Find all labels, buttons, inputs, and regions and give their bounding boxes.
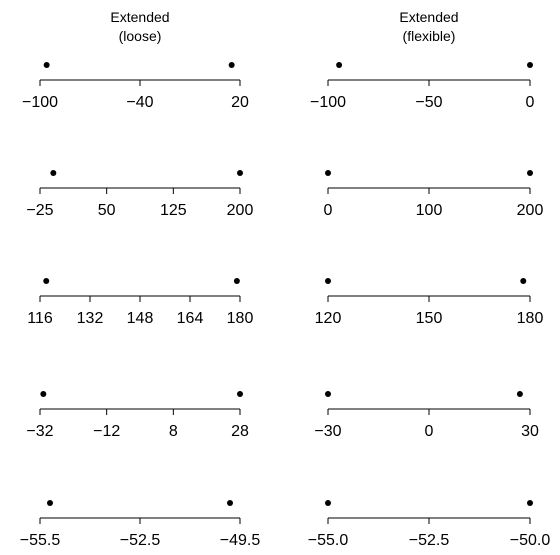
panel-4-tick-label-0: 116 <box>27 310 53 327</box>
panel-4-tick-label-2: 148 <box>127 310 154 327</box>
panel-0-tick-label-0: −100 <box>22 94 58 111</box>
panel-5-point-0 <box>325 278 331 284</box>
panel-2-tick-label-3: 200 <box>227 202 254 219</box>
panel-9-point-1 <box>527 500 533 506</box>
panel-7: −30 0 30 <box>314 391 539 440</box>
panel-7-tick-label-1: 0 <box>425 423 434 440</box>
panel-3-tick-label-2: 200 <box>517 202 544 219</box>
panel-2-point-1 <box>237 170 243 176</box>
panel-0-tick-label-1: −40 <box>126 94 153 111</box>
panel-7-point-1 <box>516 391 523 397</box>
panel-6-tick-label-0: −32 <box>26 423 53 440</box>
panel-2-tick-label-2: 125 <box>160 202 187 219</box>
panel-7-point-0 <box>325 391 331 397</box>
panel-2-point-0 <box>50 170 57 176</box>
panel-0-point-1 <box>228 62 235 68</box>
panel-6-tick-label-1: −12 <box>93 423 120 440</box>
column-title-flexible-line1: Extended <box>399 9 458 25</box>
column-title-loose-line2: (loose) <box>119 28 162 44</box>
column-title-flexible-line2: (flexible) <box>403 28 456 44</box>
panel-2-tick-label-0: −25 <box>26 202 53 219</box>
panel-1: −100 −50 0 <box>310 62 535 111</box>
panel-1-tick-label-1: −50 <box>415 94 442 111</box>
panel-7-tick-label-2: 30 <box>521 423 539 440</box>
panel-4-point-1 <box>233 278 240 284</box>
panel-8-point-1 <box>227 500 233 506</box>
panel-5-tick-label-2: 180 <box>517 310 544 327</box>
panel-8: −55.5 −52.5 −49.5 <box>20 500 261 549</box>
panel-1-tick-label-2: 0 <box>526 94 535 111</box>
column-title-flexible: Extended (flexible) <box>399 9 458 44</box>
panel-4-tick-label-3: 164 <box>177 310 204 327</box>
panel-5-tick-label-0: 120 <box>315 310 342 327</box>
panel-4-point-0 <box>43 278 50 284</box>
panel-5-tick-label-1: 150 <box>416 310 443 327</box>
panel-6-tick-label-2: 8 <box>169 423 178 440</box>
panel-9: −55.0 −52.5 −50.0 <box>308 500 551 549</box>
panel-6: −32 −12 8 28 <box>26 391 249 440</box>
panel-8-tick-label-1: −52.5 <box>120 532 161 549</box>
panels: −100 −40 20 −100 −50 0 −25 50 125 200 0 100 200 116 13… <box>20 62 551 549</box>
panel-9-tick-label-2: −50.0 <box>510 532 551 549</box>
panel-3: 0 100 200 <box>324 170 544 219</box>
panel-2-tick-label-1: 50 <box>98 202 116 219</box>
column-title-loose: Extended (loose) <box>110 9 169 44</box>
panel-3-tick-label-0: 0 <box>324 202 333 219</box>
panel-8-tick-label-0: −55.5 <box>20 532 61 549</box>
panel-6-point-1 <box>237 391 243 397</box>
panel-9-tick-label-0: −55.0 <box>308 532 349 549</box>
panel-2: −25 50 125 200 <box>26 170 253 219</box>
panel-0-point-0 <box>43 62 50 68</box>
panel-7-tick-label-0: −30 <box>314 423 341 440</box>
panel-4-tick-label-4: 180 <box>227 310 254 327</box>
panel-4: 116 132 148 164 180 <box>27 278 253 327</box>
panel-1-tick-label-0: −100 <box>310 94 346 111</box>
panel-9-tick-label-1: −52.5 <box>409 532 450 549</box>
panel-4-tick-label-1: 132 <box>77 310 104 327</box>
panel-3-point-0 <box>325 170 331 176</box>
panel-6-point-0 <box>40 391 47 397</box>
panel-9-point-0 <box>325 500 331 506</box>
panel-3-tick-label-1: 100 <box>416 202 443 219</box>
column-title-loose-line1: Extended <box>110 9 169 25</box>
panel-1-point-0 <box>336 62 343 68</box>
panel-0-tick-label-2: 20 <box>231 94 249 111</box>
panel-8-point-0 <box>47 500 53 506</box>
panel-8-tick-label-2: −49.5 <box>220 532 261 549</box>
panel-6-tick-label-3: 28 <box>231 423 249 440</box>
panel-5: 120 150 180 <box>315 278 544 327</box>
panel-1-point-1 <box>527 62 533 68</box>
panel-5-point-1 <box>520 278 527 284</box>
panel-3-point-1 <box>527 170 533 176</box>
panel-0: −100 −40 20 <box>22 62 249 111</box>
